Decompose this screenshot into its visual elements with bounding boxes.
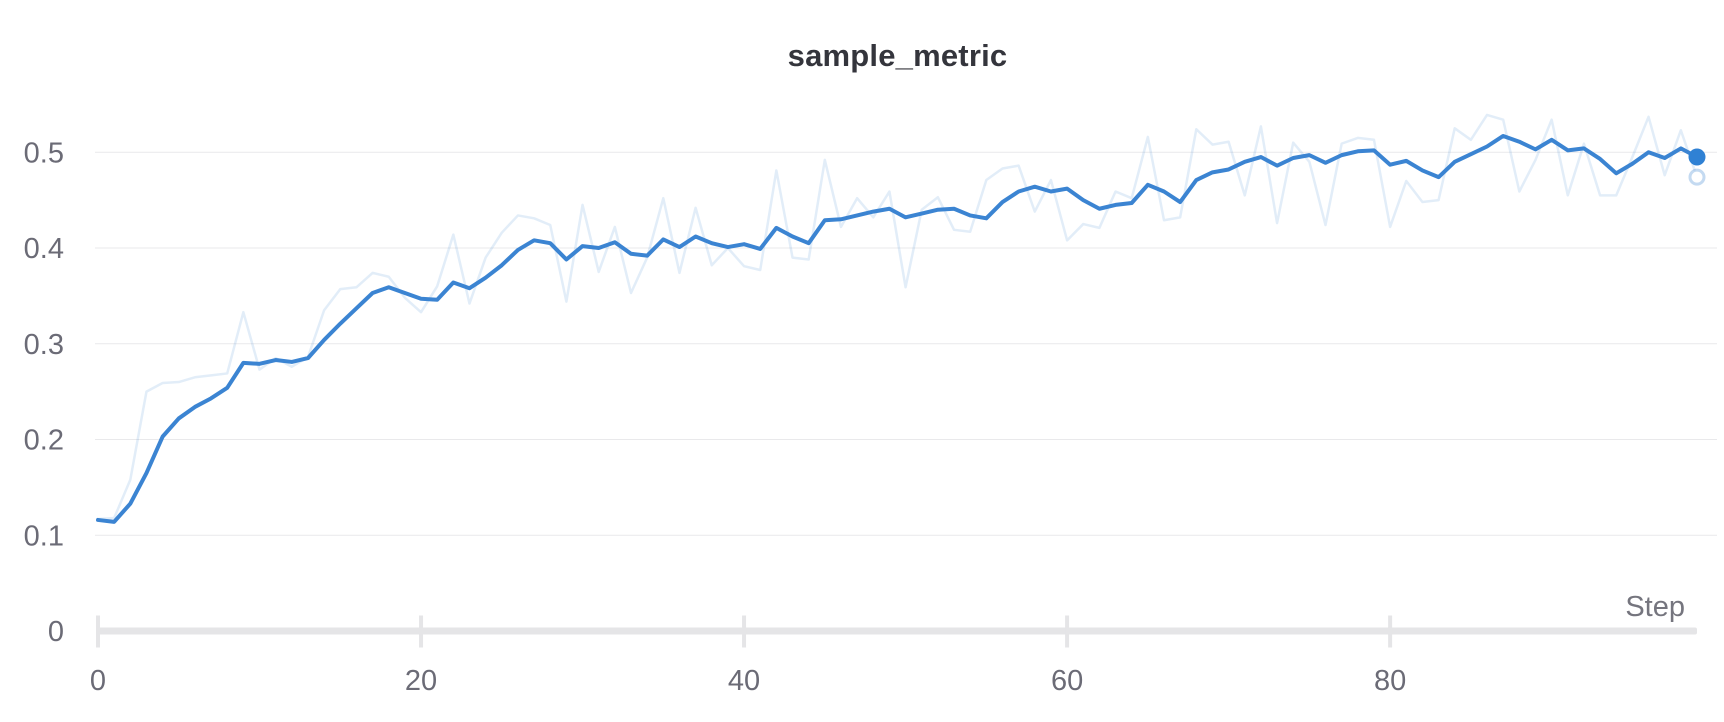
x-tick-label: 80 (1374, 665, 1406, 697)
x-axis-title: Step (1625, 591, 1685, 623)
smoothed-series-line (96, 133, 1699, 524)
end-markers (1688, 148, 1706, 186)
x-tick-labels: 0 20 40 60 80 (90, 665, 1406, 697)
y-tick-label: 0.1 (24, 520, 64, 552)
gridlines (95, 151, 1717, 536)
x-tick-label: 0 (90, 665, 106, 697)
smoothed-end-marker (1688, 148, 1706, 166)
y-tick-labels: 0 0.1 0.2 0.3 0.4 0.5 (24, 137, 64, 648)
x-axis (96, 615, 1697, 648)
y-tick-label: 0.5 (24, 137, 64, 169)
chart-title: sample_metric (787, 38, 1008, 73)
y-tick-label: 0.3 (24, 329, 64, 361)
x-tick-label: 60 (1051, 665, 1083, 697)
raw-series-line (96, 113, 1699, 521)
y-tick-label: 0.2 (24, 425, 64, 457)
y-tick-label: 0 (48, 616, 64, 648)
x-tick-label: 20 (405, 665, 437, 697)
x-tick-label: 40 (728, 665, 760, 697)
y-tick-label: 0.4 (24, 233, 64, 265)
smoothed-series (96, 133, 1699, 524)
raw-end-marker (1688, 168, 1706, 186)
raw-series (96, 113, 1699, 521)
x-axis-bar (98, 627, 1697, 635)
